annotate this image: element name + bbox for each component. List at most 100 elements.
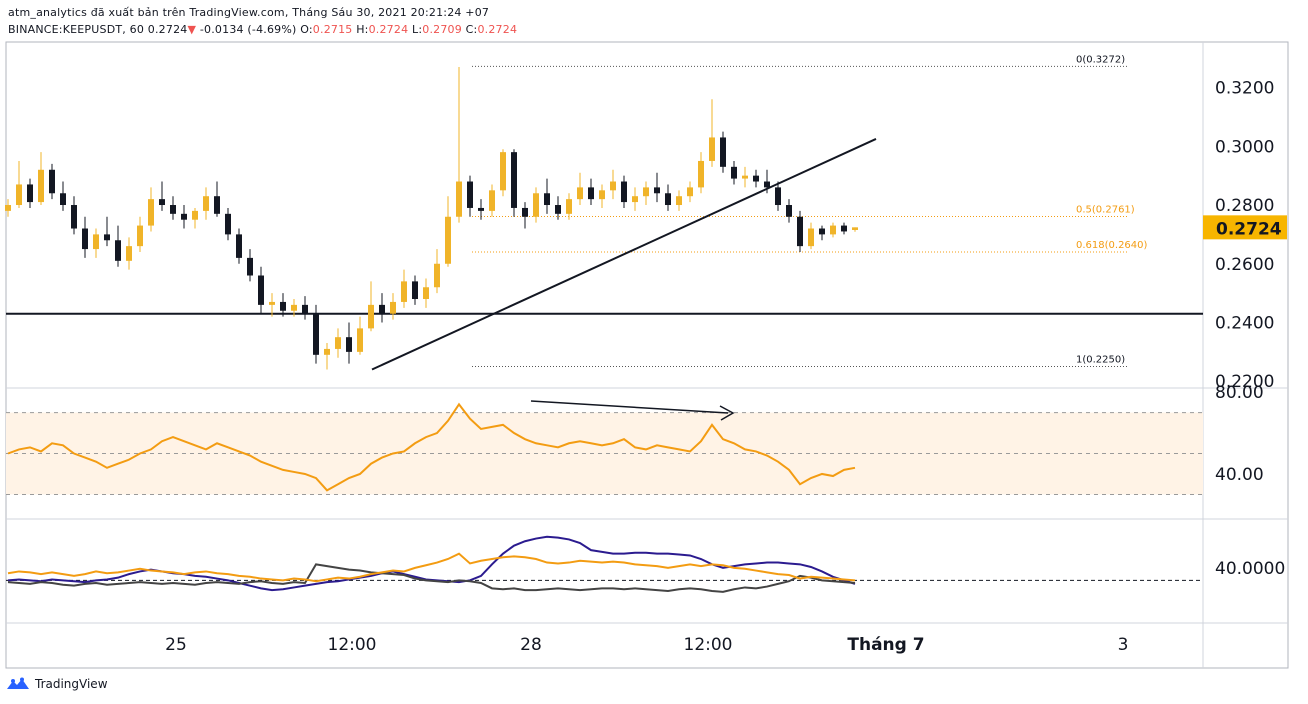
low-value: 0.2709 bbox=[422, 23, 462, 36]
candle-body bbox=[698, 160, 704, 188]
candle-body bbox=[225, 213, 231, 235]
price-tick-label: 0.2800 bbox=[1215, 196, 1274, 216]
time-tick-label: 12:00 bbox=[328, 635, 377, 655]
footer: TradingView bbox=[6, 677, 108, 691]
candle-body bbox=[522, 207, 528, 217]
candle-body bbox=[291, 304, 297, 311]
down-arrow-icon: ▼ bbox=[187, 23, 197, 36]
candle-body bbox=[148, 199, 154, 226]
price-change: -0.0134 (-4.69%) bbox=[199, 23, 297, 36]
candle-body bbox=[511, 152, 517, 208]
candle-body bbox=[588, 187, 594, 200]
time-tick-label: 3 bbox=[1118, 635, 1129, 655]
candle-body bbox=[456, 181, 462, 217]
trendline bbox=[371, 138, 877, 371]
candle-body bbox=[764, 181, 770, 188]
open-label: O: bbox=[300, 23, 313, 36]
rsi-pane[interactable]: 80.00 40.00 bbox=[6, 383, 1264, 495]
candle-body bbox=[203, 196, 209, 211]
candle-body bbox=[368, 304, 374, 329]
candle-body bbox=[49, 169, 55, 194]
candle-body bbox=[412, 281, 418, 300]
osc-tick-label: 40.0000 bbox=[1215, 559, 1285, 579]
candle-body bbox=[566, 199, 572, 214]
price-pane[interactable]: 0(0.3272) 0.5(0.2761) 0.618(0.2640) 1(0.225… bbox=[5, 54, 1203, 371]
candle-body bbox=[775, 187, 781, 206]
candle-body bbox=[544, 193, 550, 206]
candle-body bbox=[676, 196, 682, 206]
last-price-tag-label: 0.2724 bbox=[1216, 219, 1282, 239]
high-label: H: bbox=[356, 23, 369, 36]
candle-body bbox=[60, 193, 66, 206]
rsi-tick-label: 40.00 bbox=[1215, 465, 1264, 485]
candle-body bbox=[346, 337, 352, 352]
candle-body bbox=[786, 205, 792, 217]
candle-body bbox=[335, 337, 341, 349]
candle-body bbox=[654, 187, 660, 194]
fib-level-label: 0(0.3272) bbox=[1076, 54, 1125, 65]
candle-body bbox=[423, 287, 429, 300]
candle-body bbox=[797, 216, 803, 247]
fib-level-label: 0.5(0.2761) bbox=[1076, 204, 1135, 215]
candle-body bbox=[687, 187, 693, 197]
candle-body bbox=[533, 193, 539, 217]
price-tick-label: 0.2400 bbox=[1215, 314, 1274, 334]
candle-body bbox=[258, 275, 264, 305]
price-tick-label: 0.3000 bbox=[1215, 137, 1274, 157]
divergence-arrow-line bbox=[530, 400, 729, 414]
candle-body bbox=[731, 166, 737, 179]
rsi-band-fill bbox=[6, 412, 1203, 495]
rsi-line bbox=[7, 402, 856, 492]
candle-body bbox=[709, 137, 715, 161]
time-tick-label: 12:00 bbox=[684, 635, 733, 655]
time-tick-label: Tháng 7 bbox=[847, 635, 924, 655]
published-info: atm_analytics đã xuất bản trên TradingVi… bbox=[8, 6, 489, 19]
osc-gray-line bbox=[7, 563, 856, 593]
time-axis[interactable]: 25 12:00 28 12:00 Tháng 7 3 bbox=[165, 635, 1128, 655]
candle-body bbox=[38, 169, 44, 203]
osc-orange-line bbox=[7, 552, 856, 583]
candle-body bbox=[445, 216, 451, 264]
chart-frame bbox=[5, 41, 1289, 669]
candle-body bbox=[720, 137, 726, 167]
candle-body bbox=[610, 181, 616, 191]
low-label: L: bbox=[412, 23, 423, 36]
price-axis[interactable]: 0.3200 0.3000 0.2800 0.2600 0.2400 0.2200 0.27… bbox=[1203, 79, 1287, 393]
fib-level-label: 1(0.2250) bbox=[1076, 355, 1125, 366]
candle-body bbox=[236, 234, 242, 258]
candle-body bbox=[489, 190, 495, 211]
candle-body bbox=[71, 205, 77, 229]
candle-body bbox=[434, 263, 440, 288]
candle-body bbox=[170, 205, 176, 214]
close-value: 0.2724 bbox=[477, 23, 518, 36]
candle-body bbox=[93, 234, 99, 250]
candle-body bbox=[280, 301, 286, 311]
oscillator-pane[interactable]: 40.0000 bbox=[6, 535, 1285, 593]
last-price-tag bbox=[1203, 215, 1287, 240]
candle-body bbox=[632, 196, 638, 203]
time-tick-label: 25 bbox=[165, 635, 187, 655]
symbol-ohlc-bar: BINANCE:KEEPUSDT, 60 0.2724▼ -0.0134 (-4… bbox=[8, 23, 517, 36]
time-tick-label: 28 bbox=[520, 635, 542, 655]
last-price: 0.2724 bbox=[147, 23, 188, 36]
candle-body bbox=[181, 213, 187, 220]
symbol-label[interactable]: BINANCE:KEEPUSDT, 60 bbox=[8, 23, 145, 36]
candle-body bbox=[379, 304, 385, 314]
candle-body bbox=[643, 187, 649, 197]
candle-body bbox=[478, 207, 484, 211]
candle-body bbox=[555, 205, 561, 214]
candle-body bbox=[247, 257, 253, 276]
candle-body bbox=[665, 193, 671, 206]
candle-body bbox=[577, 187, 583, 200]
candle-body bbox=[192, 210, 198, 220]
candle-body bbox=[753, 175, 759, 182]
fib-level-label: 0.618(0.2640) bbox=[1076, 240, 1148, 251]
tradingview-logo-icon bbox=[7, 677, 29, 689]
candle-body bbox=[16, 184, 22, 206]
candle-body bbox=[819, 228, 825, 235]
tradingview-brand[interactable]: TradingView bbox=[35, 677, 108, 691]
candle-body bbox=[82, 228, 88, 250]
candle-body bbox=[159, 199, 165, 206]
candle-body bbox=[324, 348, 330, 355]
